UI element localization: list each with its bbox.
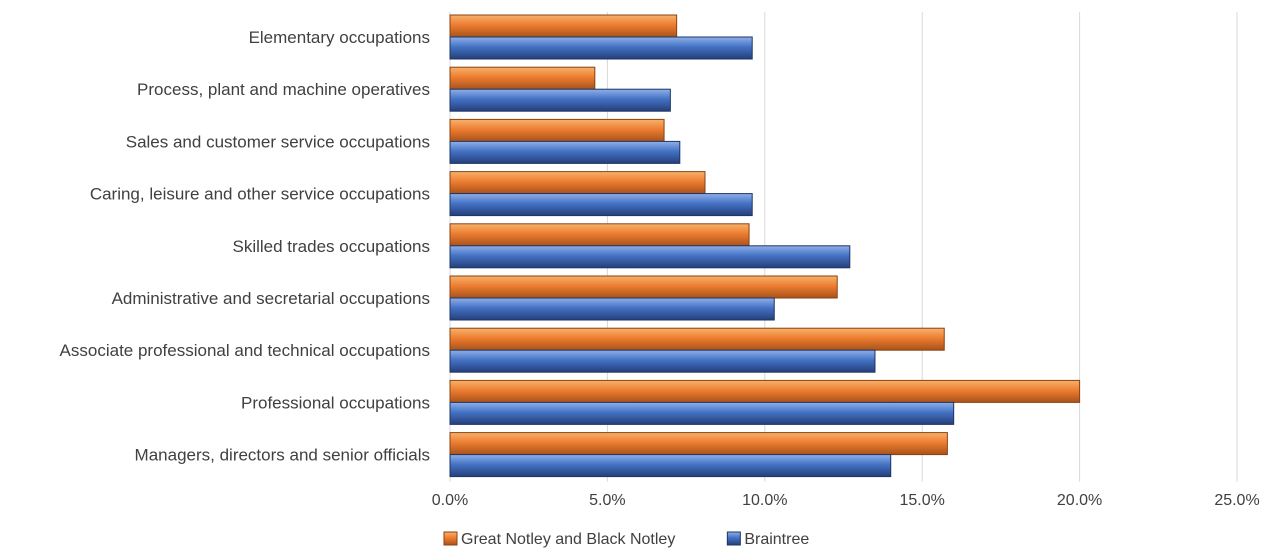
category-label: Process, plant and machine operatives — [137, 80, 430, 99]
category-labels: Elementary occupations Process, plant and… — [60, 28, 430, 465]
bar-braintree — [449, 193, 753, 217]
bar-great-notley — [449, 171, 706, 195]
bar-braintree — [449, 245, 851, 269]
category-label: Skilled trades occupations — [232, 237, 430, 256]
x-tick-label: 0.0% — [432, 492, 468, 509]
category-label: Professional occupations — [241, 393, 430, 412]
bar-braintree — [449, 401, 955, 425]
legend-label: Braintree — [744, 531, 809, 548]
bar-great-notley — [449, 379, 1081, 403]
bar-great-notley — [449, 223, 750, 247]
bar-great-notley — [449, 275, 838, 299]
x-tick-label: 20.0% — [1057, 492, 1102, 509]
bar-great-notley — [449, 14, 678, 38]
bar-great-notley — [449, 327, 945, 351]
bar-great-notley — [449, 432, 948, 456]
bar-braintree — [449, 36, 753, 60]
x-axis-tick-labels: 0.0% 5.0% 10.0% 15.0% 20.0% 25.0% — [432, 492, 1260, 509]
bar-great-notley — [449, 66, 596, 90]
bar-braintree — [449, 88, 671, 112]
bar-great-notley — [449, 118, 665, 142]
bar-braintree — [449, 349, 876, 373]
bar-braintree — [449, 140, 681, 164]
category-label: Caring, leisure and other service occupa… — [90, 185, 430, 204]
category-label: Sales and customer service occupations — [126, 132, 430, 151]
bar-braintree — [449, 454, 892, 478]
legend: Great Notley and Black Notley Braintree — [443, 531, 809, 548]
x-tick-label: 25.0% — [1214, 492, 1259, 509]
category-label: Administrative and secretarial occupatio… — [112, 289, 430, 308]
legend-label: Great Notley and Black Notley — [461, 531, 675, 548]
x-tick-label: 5.0% — [589, 492, 625, 509]
x-tick-label: 10.0% — [742, 492, 787, 509]
category-label: Associate professional and technical occ… — [60, 341, 430, 360]
legend-swatch — [726, 531, 741, 546]
category-label: Managers, directors and senior officials — [135, 446, 430, 465]
x-tick-label: 15.0% — [900, 492, 945, 509]
legend-swatch — [443, 531, 458, 546]
bars — [449, 14, 1081, 478]
bar-braintree — [449, 297, 775, 321]
category-label: Elementary occupations — [249, 28, 430, 47]
